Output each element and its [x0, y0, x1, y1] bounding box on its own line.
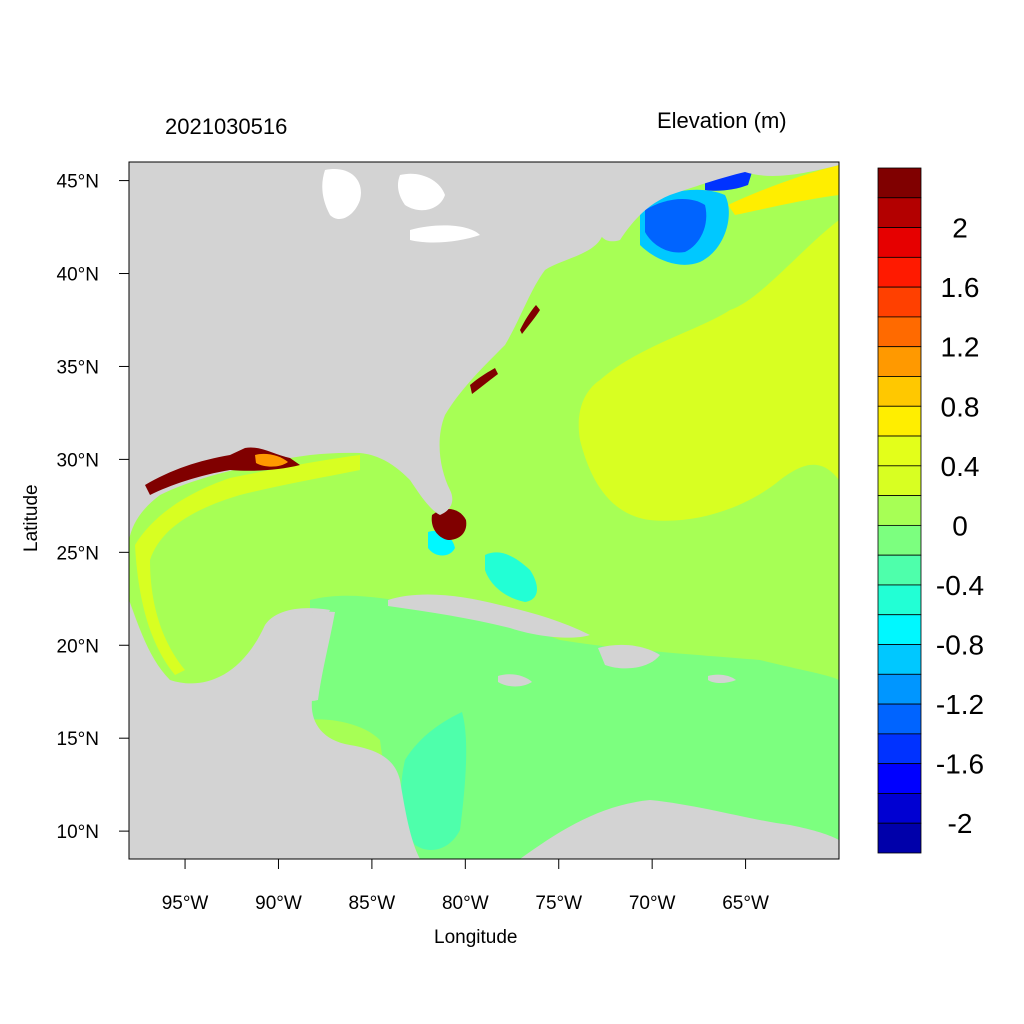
colorbar-bin	[877, 227, 922, 258]
x-tick-label: 70°W	[629, 893, 676, 914]
bahamas-bank-low	[485, 552, 537, 602]
x-tick-label: 85°W	[349, 893, 396, 914]
colorbar-bin	[877, 524, 922, 556]
y-tick-label: 20°N	[57, 636, 99, 657]
colorbar-label: -1.6	[936, 749, 984, 780]
colorbar-bin	[877, 286, 922, 318]
y-tick-label: 45°N	[57, 172, 99, 193]
east-coast-surge	[470, 305, 540, 394]
colorbar-bin	[877, 703, 922, 735]
colorbar-bin	[877, 316, 922, 348]
colorbar-bin	[877, 376, 922, 407]
x-tick-label: 65°W	[722, 893, 769, 914]
colorbar-bin	[877, 644, 922, 675]
colorbar-label: -0.8	[936, 630, 984, 661]
colorbar-bin	[877, 465, 922, 497]
great-lakes	[322, 169, 480, 243]
date-stamp-label: 2021030516	[165, 114, 288, 139]
labrador-shelf-high	[728, 165, 839, 215]
colorbar-label: 1.6	[941, 272, 980, 303]
x-axis-title: Longitude	[434, 927, 518, 948]
y-tick-label: 25°N	[57, 543, 99, 564]
colorbar-label: 1.2	[941, 332, 980, 363]
colorbar-bin	[877, 673, 922, 705]
colorbar-bin	[877, 554, 922, 586]
y-tick-label: 10°N	[57, 822, 99, 843]
colorbar-bin	[877, 435, 922, 467]
colorbar-bin	[877, 793, 922, 824]
colorbar-bin	[877, 584, 922, 616]
x-axis-ticks: 95°W 90°W 85°W 80°W 75°W 70°W 65°W	[162, 859, 769, 914]
x-tick-label: 90°W	[255, 893, 302, 914]
x-tick-label: 80°W	[442, 893, 489, 914]
atlantic-high-region	[578, 220, 839, 521]
colorbar-bin	[877, 346, 922, 377]
colorbar-bin	[877, 405, 922, 437]
colorbar-bin	[877, 614, 922, 645]
colorbar-bin	[877, 197, 922, 228]
y-tick-label: 40°N	[57, 265, 99, 286]
north-america-land	[129, 162, 609, 540]
y-axis-ticks: 45°N 40°N 35°N 30°N 25°N 20°N 15°N 10°N	[57, 172, 129, 843]
colorbar-label: 2	[952, 213, 968, 244]
mexico-central-america-land	[129, 600, 420, 859]
nicaragua-shelf-low	[401, 712, 467, 850]
variable-title-label: Elevation (m)	[657, 108, 787, 133]
colorbar	[877, 167, 922, 854]
y-tick-label: 15°N	[57, 729, 99, 750]
yucatan-land	[266, 611, 335, 701]
colorbar-bin	[877, 495, 922, 526]
south-america-land	[520, 800, 839, 859]
puerto-rico-land	[708, 674, 736, 683]
x-tick-label: 95°W	[162, 893, 209, 914]
colorbar-bin	[877, 167, 922, 199]
colorbar-label: -0.4	[936, 570, 984, 601]
colorbar-label: 0.4	[941, 451, 980, 482]
colorbar-label: 0	[952, 510, 968, 541]
colorbar-bin	[877, 822, 922, 854]
colorbar-labels: 2 1.6 1.2 0.8 0.4 0 -0.4 -0.8 -1.2 -1.6 -2	[936, 213, 984, 840]
y-tick-label: 30°N	[57, 450, 99, 471]
colorbar-bin	[877, 733, 922, 765]
y-tick-label: 35°N	[57, 357, 99, 378]
plot-frame	[128, 161, 840, 860]
maine-canada-land	[598, 162, 839, 242]
colorbar-label: -2	[948, 808, 973, 839]
map-content	[129, 162, 839, 859]
colorbar-bin	[877, 763, 922, 794]
louisiana-surge-orange	[255, 453, 288, 467]
cuba-land	[388, 594, 590, 638]
florida-coastal-surge	[431, 508, 467, 540]
colorbar-label: -1.2	[936, 689, 984, 720]
gulf-of-maine-low-2	[645, 198, 707, 253]
colorbar-label: 0.8	[941, 391, 980, 422]
gulf-nearshore-rim	[135, 455, 360, 675]
colorbar-bin	[877, 256, 922, 288]
x-tick-label: 75°W	[535, 893, 582, 914]
jamaica-land	[498, 674, 532, 687]
hispaniola-land	[598, 644, 660, 669]
